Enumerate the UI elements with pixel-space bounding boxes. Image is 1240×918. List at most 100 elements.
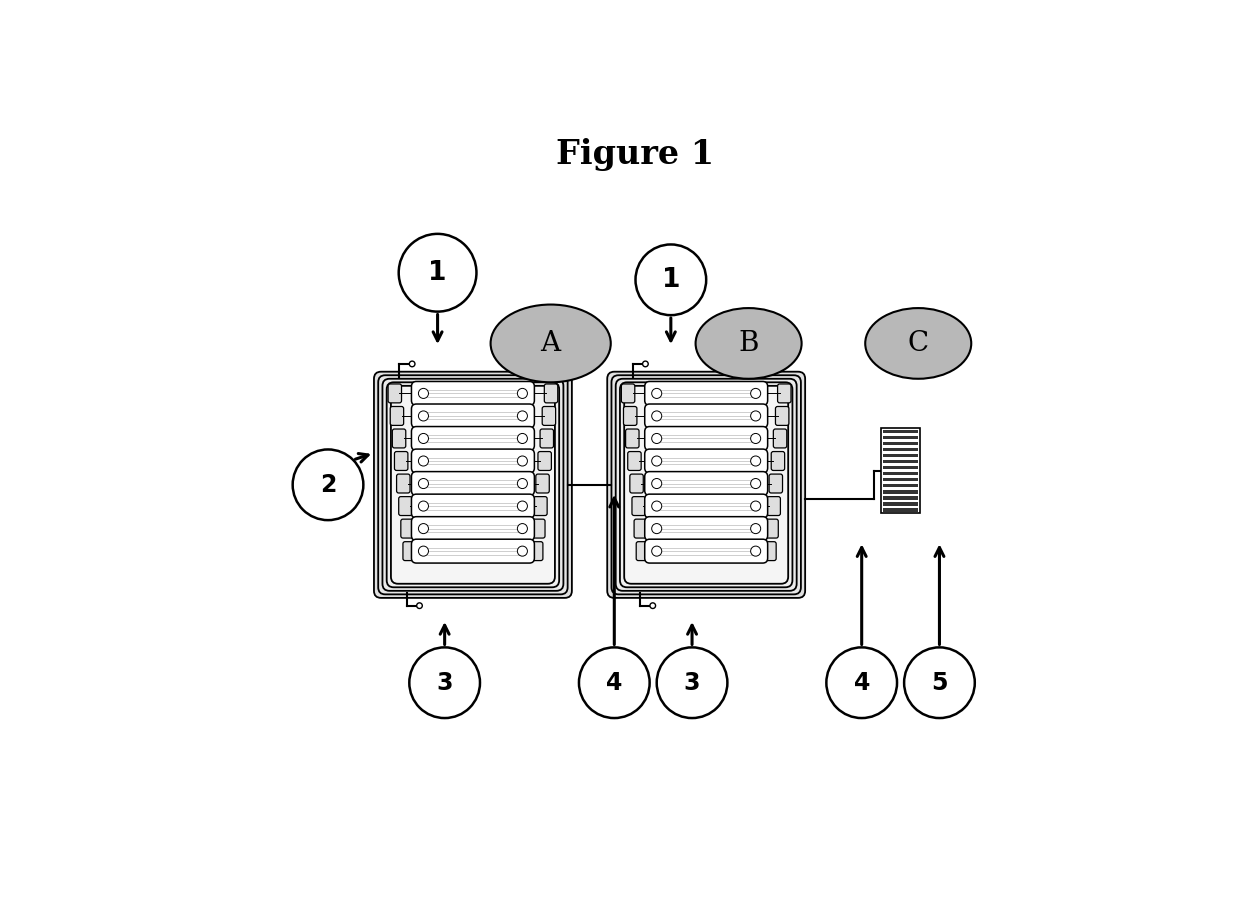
FancyBboxPatch shape [391, 407, 404, 425]
FancyBboxPatch shape [624, 386, 789, 584]
Circle shape [293, 450, 363, 521]
Circle shape [642, 361, 649, 367]
Bar [883, 472, 918, 476]
FancyBboxPatch shape [611, 375, 801, 594]
FancyBboxPatch shape [412, 449, 534, 473]
FancyBboxPatch shape [382, 379, 563, 591]
Text: B: B [738, 330, 759, 357]
Text: 4: 4 [853, 671, 870, 695]
Circle shape [517, 478, 527, 488]
Circle shape [750, 523, 760, 533]
FancyBboxPatch shape [608, 372, 805, 598]
FancyBboxPatch shape [768, 497, 780, 516]
Circle shape [517, 456, 527, 466]
Ellipse shape [491, 305, 611, 382]
Bar [883, 448, 918, 451]
FancyBboxPatch shape [632, 497, 645, 516]
Circle shape [418, 478, 429, 488]
FancyBboxPatch shape [412, 539, 534, 563]
Bar [883, 484, 918, 487]
Bar [883, 460, 918, 464]
FancyBboxPatch shape [538, 452, 552, 470]
Circle shape [418, 546, 429, 556]
Circle shape [517, 433, 527, 443]
Circle shape [517, 411, 527, 421]
FancyBboxPatch shape [765, 520, 779, 538]
FancyBboxPatch shape [645, 449, 768, 473]
FancyBboxPatch shape [645, 517, 768, 541]
Text: 5: 5 [931, 671, 947, 695]
Circle shape [399, 234, 476, 311]
Circle shape [750, 478, 760, 488]
Circle shape [657, 647, 728, 718]
FancyBboxPatch shape [401, 520, 414, 538]
FancyBboxPatch shape [397, 474, 410, 493]
Circle shape [652, 411, 662, 421]
Circle shape [409, 361, 415, 367]
Text: A: A [541, 330, 560, 357]
Text: C: C [908, 330, 929, 357]
Circle shape [750, 546, 760, 556]
Circle shape [826, 647, 897, 718]
FancyBboxPatch shape [387, 382, 559, 588]
Bar [883, 466, 918, 469]
Circle shape [418, 523, 429, 533]
Bar [883, 478, 918, 481]
Text: 2: 2 [320, 473, 336, 497]
Circle shape [418, 501, 429, 511]
FancyBboxPatch shape [532, 520, 546, 538]
Bar [883, 453, 918, 457]
Circle shape [652, 501, 662, 511]
Circle shape [750, 501, 760, 511]
FancyBboxPatch shape [769, 474, 782, 493]
Ellipse shape [866, 308, 971, 379]
Circle shape [652, 478, 662, 488]
FancyBboxPatch shape [775, 407, 789, 425]
FancyBboxPatch shape [636, 542, 650, 561]
Circle shape [652, 388, 662, 398]
Text: 3: 3 [683, 671, 701, 695]
Bar [883, 509, 918, 511]
Circle shape [750, 433, 760, 443]
Bar [883, 436, 918, 439]
Circle shape [652, 523, 662, 533]
FancyBboxPatch shape [620, 382, 792, 588]
FancyBboxPatch shape [412, 517, 534, 541]
FancyBboxPatch shape [403, 542, 417, 561]
Text: 1: 1 [662, 267, 680, 293]
Bar [883, 430, 918, 433]
Circle shape [904, 647, 975, 718]
Bar [882, 428, 920, 513]
FancyBboxPatch shape [374, 372, 572, 598]
Text: 1: 1 [428, 260, 446, 285]
FancyBboxPatch shape [645, 404, 768, 428]
Circle shape [750, 411, 760, 421]
Text: 4: 4 [606, 671, 622, 695]
FancyBboxPatch shape [544, 384, 558, 403]
FancyBboxPatch shape [763, 542, 776, 561]
Circle shape [418, 433, 429, 443]
Text: Figure 1: Figure 1 [557, 139, 714, 172]
Circle shape [750, 456, 760, 466]
FancyBboxPatch shape [412, 427, 534, 451]
Bar [883, 497, 918, 499]
Circle shape [652, 546, 662, 556]
FancyBboxPatch shape [771, 452, 785, 470]
Circle shape [517, 388, 527, 398]
Circle shape [409, 647, 480, 718]
FancyBboxPatch shape [624, 407, 637, 425]
FancyBboxPatch shape [529, 542, 543, 561]
Text: 3: 3 [436, 671, 453, 695]
Ellipse shape [696, 308, 801, 379]
FancyBboxPatch shape [621, 384, 635, 403]
FancyBboxPatch shape [626, 429, 639, 448]
FancyBboxPatch shape [645, 427, 768, 451]
FancyBboxPatch shape [536, 474, 549, 493]
FancyBboxPatch shape [645, 539, 768, 563]
Circle shape [418, 456, 429, 466]
FancyBboxPatch shape [388, 384, 402, 403]
FancyBboxPatch shape [542, 407, 556, 425]
Bar [883, 490, 918, 494]
FancyBboxPatch shape [541, 429, 553, 448]
FancyBboxPatch shape [412, 404, 534, 428]
